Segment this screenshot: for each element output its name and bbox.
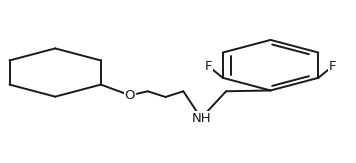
Text: O: O (125, 89, 135, 102)
Text: F: F (204, 59, 212, 73)
Text: F: F (329, 59, 337, 73)
Text: NH: NH (191, 112, 211, 125)
